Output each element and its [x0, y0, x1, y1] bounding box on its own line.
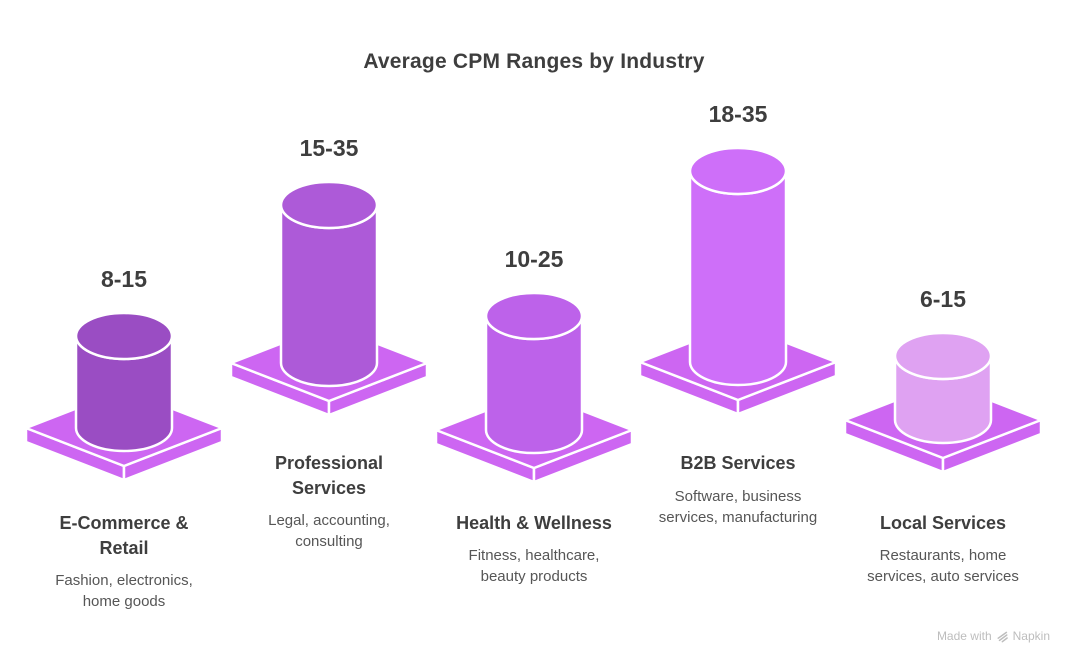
- description-line: home goods: [82, 593, 166, 610]
- value-label-local: 6-15: [919, 286, 967, 312]
- category-line: E-Commerce &: [59, 513, 189, 533]
- cylinder-top: [279, 180, 379, 230]
- category-line: B2B Services: [680, 453, 796, 473]
- category-label-professional: Professional Services: [219, 451, 439, 501]
- watermark-brand: Napkin: [1012, 629, 1050, 643]
- watermark: Made with Napkin: [937, 629, 1050, 643]
- bar-group-4: [638, 146, 838, 416]
- description-professional: Legal, accounting, consulting: [219, 510, 439, 552]
- value-label-b2b: 18-35: [708, 101, 768, 127]
- bar-group-3: [434, 291, 634, 484]
- description-local: Restaurants, home services, auto service…: [833, 545, 1053, 587]
- napkin-logo-icon: [997, 631, 1008, 642]
- description-line: Restaurants, home: [879, 547, 1007, 564]
- category-label-health: Health & Wellness: [424, 511, 644, 536]
- description-health: Fitness, healthcare, beauty products: [424, 545, 644, 587]
- description-line: consulting: [295, 533, 363, 550]
- watermark-prefix: Made with: [936, 629, 992, 643]
- cylinder-top: [688, 146, 788, 196]
- description-line: Fashion, electronics,: [55, 572, 193, 589]
- description-line: beauty products: [480, 568, 588, 585]
- value-label-professional: 15-35: [299, 135, 359, 161]
- description-line: services, manufacturing: [658, 509, 818, 526]
- value-label-health: 10-25: [504, 246, 564, 272]
- cylinder-top: [484, 291, 584, 341]
- description-b2b: Software, business services, manufacturi…: [628, 486, 848, 528]
- category-label-ecommerce: E-Commerce & Retail: [14, 511, 234, 561]
- category-line: Services: [291, 478, 367, 498]
- cylinder-top: [893, 331, 993, 381]
- category-line: Professional: [274, 453, 384, 473]
- category-line: Health & Wellness: [456, 513, 612, 533]
- category-label-local: Local Services: [833, 511, 1053, 536]
- bar-group-1: [24, 311, 224, 482]
- category-label-b2b: B2B Services: [628, 451, 848, 476]
- chart-title: Average CPM Ranges by Industry: [363, 50, 705, 73]
- description-line: Legal, accounting,: [268, 512, 390, 529]
- description-line: Software, business: [674, 488, 802, 505]
- description-ecommerce: Fashion, electronics, home goods: [14, 570, 234, 612]
- description-line: services, auto services: [867, 568, 1019, 585]
- bar-group-5: [843, 331, 1043, 474]
- category-line: Retail: [99, 538, 149, 558]
- bar-group-2: [229, 180, 429, 417]
- description-line: Fitness, healthcare,: [468, 547, 600, 564]
- category-line: Local Services: [879, 513, 1007, 533]
- cylinder-top: [74, 311, 174, 361]
- value-label-ecommerce: 8-15: [100, 266, 148, 292]
